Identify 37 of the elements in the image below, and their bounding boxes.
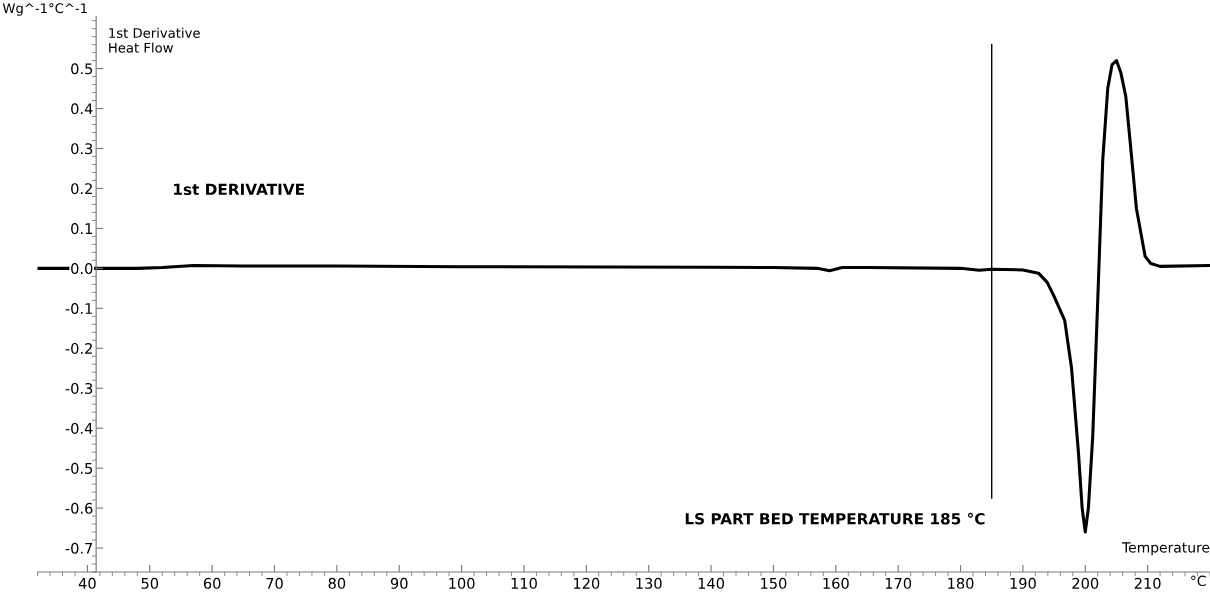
x-axis-title: Temperature	[1121, 542, 1210, 556]
y-tick-label: -0.5	[65, 462, 93, 474]
y-tick-label: 0.1	[71, 223, 93, 235]
y-tick-label: -0.4	[65, 422, 93, 434]
x-tick-label: 160	[823, 577, 849, 589]
text: °C	[1191, 575, 1206, 587]
y-axis-title: Wg^-1°C^-1	[2, 3, 87, 16]
x-tick-label: 90	[390, 577, 408, 589]
y-tick-label: -0.1	[65, 303, 93, 315]
x-tick-label: 50	[141, 577, 159, 589]
annotation: 1st Derivative Heat Flow	[109, 27, 200, 53]
x-tick-label: 40	[78, 577, 96, 589]
y-tick-label: -0.2	[65, 342, 92, 355]
x-tick-label: 130	[636, 577, 662, 589]
y-tick-label: -0.7	[65, 542, 93, 554]
x-tick-label: 110	[511, 577, 537, 589]
y-tick-label: 0.2	[71, 183, 92, 195]
x-tick-label: 120	[574, 577, 600, 589]
y-tick-label: 0.4	[71, 103, 93, 115]
x-tick-label: 180	[948, 577, 974, 589]
x-tick-label: 200	[1072, 577, 1099, 589]
x-tick-label: 60	[203, 577, 221, 589]
x-tick-label: 210	[1134, 577, 1161, 589]
x-tick-label: 150	[761, 577, 787, 589]
y-tick-label: -0.3	[65, 382, 93, 394]
x-tick-label: 190	[1010, 577, 1036, 589]
y-tick-label: 0.0	[71, 263, 93, 275]
x-tick-label: 70	[266, 577, 283, 589]
y-tick-label: -0.6	[65, 502, 93, 514]
x-tick-label: 170	[885, 577, 912, 589]
annotation: 1st DERIVATIVE	[174, 183, 304, 196]
x-tick-label: 80	[328, 577, 346, 589]
x-tick-label: 100	[449, 577, 475, 589]
ref-line-label: LS PART BED TEMPERATURE 185 °C	[685, 512, 985, 525]
x-tick-label: 140	[698, 577, 725, 589]
y-tick-label: 0.3	[71, 143, 93, 155]
y-tick-label: 0.5	[71, 63, 93, 75]
